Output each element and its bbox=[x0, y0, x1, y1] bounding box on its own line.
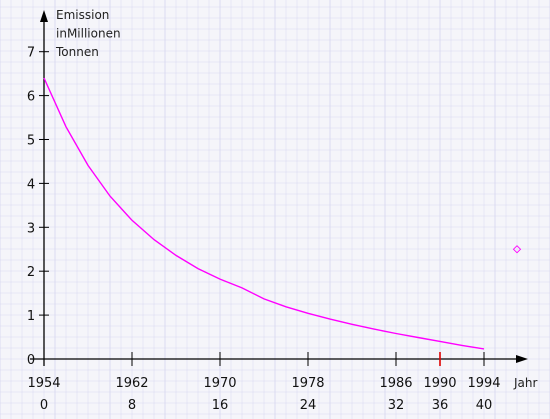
x-tick-label-index: 0 bbox=[40, 398, 48, 413]
x-tick-label-year: 1990 bbox=[423, 376, 456, 391]
x-tick-label-index: 36 bbox=[432, 398, 449, 413]
data-point-marker bbox=[512, 245, 522, 254]
y-axis-title-line: inMillionen bbox=[56, 27, 121, 41]
series bbox=[43, 77, 522, 350]
y-tick-label: 2 bbox=[27, 265, 35, 280]
y-axis-arrow bbox=[40, 10, 48, 22]
y-tick-label: 4 bbox=[27, 177, 35, 192]
y-tick-label: 5 bbox=[27, 134, 35, 149]
axes bbox=[30, 10, 528, 366]
x-tick-label-index: 40 bbox=[476, 398, 493, 413]
y-tick-label: 6 bbox=[27, 90, 35, 105]
x-tick-label-index: 16 bbox=[212, 398, 229, 413]
x-tick-label-year: 1962 bbox=[115, 376, 148, 391]
y-tick-label: 0 bbox=[27, 353, 35, 368]
y-axis-title-line: Tonnen bbox=[55, 45, 99, 59]
y-tick-label: 7 bbox=[27, 46, 35, 61]
x-tick-label-year: 1954 bbox=[27, 376, 60, 391]
series-line bbox=[43, 77, 485, 350]
x-tick-label-year: 1986 bbox=[379, 376, 412, 391]
x-tick-label-index: 8 bbox=[128, 398, 136, 413]
y-tick-label: 1 bbox=[27, 309, 35, 324]
labels: 0 1 2 3 4 5 6 7 1954 0 1962 8 1970 16 1978 24 1986 32 1990… bbox=[27, 8, 538, 413]
x-tick-label-year: 1970 bbox=[203, 376, 236, 391]
x-tick-label-year: 1978 bbox=[291, 376, 324, 391]
y-tick-label: 3 bbox=[27, 221, 35, 236]
y-axis-title-line: Emission bbox=[56, 8, 109, 22]
x-tick-label-index: 24 bbox=[300, 398, 317, 413]
x-axis-title: Jahr bbox=[513, 376, 537, 390]
x-tick-label-index: 32 bbox=[388, 398, 405, 413]
x-axis-arrow bbox=[516, 355, 528, 363]
x-tick-label-year: 1994 bbox=[467, 376, 500, 391]
